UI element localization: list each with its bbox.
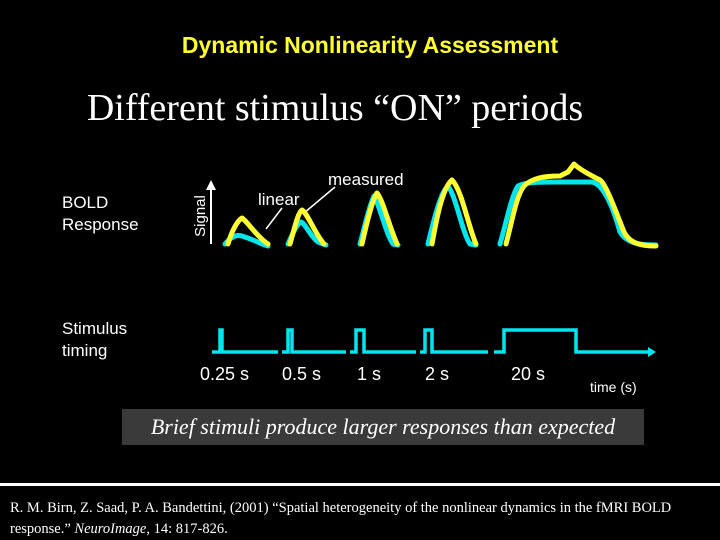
reference-text: R. M. Birn, Z. Saad, P. A. Bandettini, (… (10, 500, 672, 537)
linear-label: linear (258, 190, 300, 209)
reference-divider (0, 483, 720, 486)
linear-pointer-line (265, 207, 283, 230)
duration-label: 20 s (511, 364, 545, 384)
bold-label-line1: BOLD (62, 193, 109, 212)
time-axis-label: time (s) (590, 379, 637, 395)
measured-pointer-line (303, 186, 336, 214)
measured-curve-0.5s (287, 207, 327, 247)
stimulus-label-line2: timing (62, 341, 108, 360)
stimulus-label-line1: Stimulus (62, 319, 128, 338)
measured-curve-2s (429, 177, 479, 247)
duration-label: 0.25 s (200, 364, 249, 384)
measured-label: measured (328, 170, 404, 189)
bold-response-label: BOLD Response (62, 192, 139, 236)
measured-curve-0.25s (225, 215, 271, 247)
signal-axis-arrowhead (206, 180, 216, 190)
duration-label: 0.5 s (282, 364, 321, 384)
signal-axis-label: Signal (192, 195, 209, 237)
reference-journal: NeuroImage (74, 521, 147, 537)
duration-label: 2 s (425, 364, 449, 384)
stimulus-trace-20s (494, 328, 650, 354)
reference-citation: R. M. Birn, Z. Saad, P. A. Bandettini, (… (10, 498, 710, 540)
stimulus-timing-label: Stimulus timing (62, 318, 127, 362)
reference-tail: , 14: 817-826. (146, 521, 228, 537)
stimulus-trace-1s (350, 328, 416, 354)
stimulus-trace-0.25s (212, 328, 278, 354)
stimulus-trace-2s (420, 328, 488, 354)
stimulus-trace-arrowhead (648, 347, 656, 357)
slide-title: Dynamic Nonlinearity Assessment (181, 32, 559, 58)
measured-curve-20s (503, 161, 659, 249)
duration-label: 1 s (357, 364, 381, 384)
measured-curve-1s (359, 190, 400, 247)
stimulus-trace-0.5s (282, 328, 346, 354)
bold-label-line2: Response (62, 215, 139, 234)
slide-subtitle: Different stimulus “ON” periods (86, 87, 584, 129)
summary-caption: Brief stimuli produce larger responses t… (122, 409, 644, 445)
